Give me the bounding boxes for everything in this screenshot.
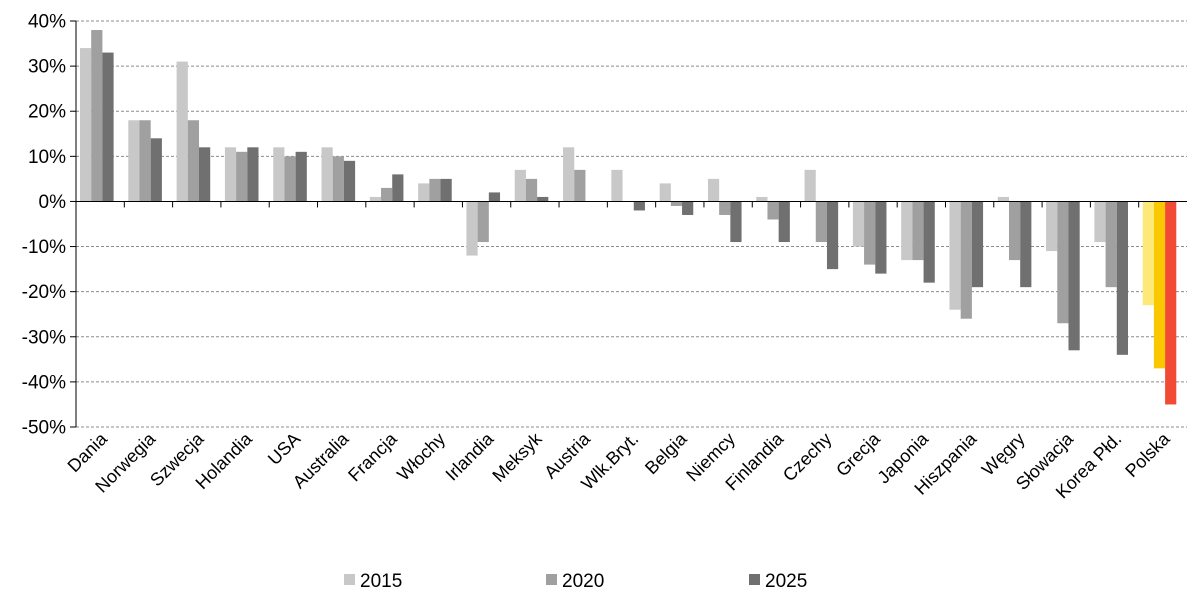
bar-2025 xyxy=(199,147,211,202)
bar-2025 xyxy=(971,201,984,288)
bar-2020 xyxy=(477,201,489,243)
y-tick-label: -50% xyxy=(22,418,66,439)
bar-2020 xyxy=(91,30,103,202)
y-tick-label: -20% xyxy=(22,282,66,303)
bar-2025 xyxy=(923,201,935,283)
legend-label: 2020 xyxy=(562,571,604,589)
y-tick-label: 0% xyxy=(39,192,67,213)
bar-2015 xyxy=(611,169,623,202)
bar-2025 xyxy=(730,201,742,243)
x-category-label: Meksyk xyxy=(488,428,546,486)
bar-2015 xyxy=(466,201,478,256)
x-category-label: Włochy xyxy=(393,429,449,485)
bar-2025 xyxy=(392,174,404,202)
bar-2025 xyxy=(537,196,549,202)
bar-2015 xyxy=(273,147,285,202)
y-tick-label: 40% xyxy=(28,12,66,33)
bar-2020 xyxy=(1008,201,1021,261)
bar-2025 xyxy=(682,201,694,215)
bar-2020 xyxy=(1105,201,1117,288)
bar-2025 xyxy=(633,201,645,211)
y-tick-label: -40% xyxy=(22,372,66,393)
bar-2025 xyxy=(488,192,501,202)
bar-2015 xyxy=(659,183,671,202)
bar-2020 xyxy=(381,187,393,202)
bar-2020 xyxy=(236,151,248,202)
y-tick-label: -30% xyxy=(22,327,66,348)
bar-2020 xyxy=(1057,201,1069,324)
legend-label: 2025 xyxy=(765,571,807,589)
x-category-label: Irlandia xyxy=(442,428,499,485)
legend-swatch xyxy=(749,574,760,585)
bar-2025 xyxy=(1165,201,1177,405)
bar-2015 xyxy=(514,169,526,202)
grid-lines xyxy=(76,20,1187,428)
bar-2015 xyxy=(852,201,865,247)
bar-2015 xyxy=(418,183,430,202)
bar-2025 xyxy=(102,52,114,202)
bar-2020 xyxy=(767,201,779,220)
bar-2015 xyxy=(369,196,382,202)
bar-2020 xyxy=(815,201,827,243)
y-tick-label: -10% xyxy=(22,237,66,258)
bar-2020 xyxy=(284,156,296,202)
legend-swatch xyxy=(546,574,557,585)
x-category-label: Polska xyxy=(1121,428,1174,481)
bar-2015 xyxy=(949,201,961,310)
bar-2020 xyxy=(574,169,586,202)
y-tick-label: 30% xyxy=(28,57,66,78)
bar-2015 xyxy=(707,178,720,202)
bar-2020 xyxy=(670,201,683,206)
bar-2025 xyxy=(1020,201,1032,288)
bar-2020 xyxy=(139,120,151,202)
bar-2015 xyxy=(563,147,575,202)
legend: 2015 2020 2025 xyxy=(344,571,807,589)
y-tick-label: 10% xyxy=(28,147,66,168)
y-axis-ticks: 40% 30% 20% 10% 0% -10% -20% -30% -40% -50% xyxy=(22,12,66,439)
bar-2020 xyxy=(864,201,876,265)
legend-label: 2015 xyxy=(360,571,402,589)
bar-2025 xyxy=(150,138,162,202)
bar-2015 xyxy=(80,48,92,202)
bar-2020 xyxy=(1153,201,1166,369)
bar-2020 xyxy=(187,120,200,202)
bar-2020 xyxy=(960,201,972,319)
bar-2020 xyxy=(429,178,441,202)
bar-2025 xyxy=(778,201,790,243)
bar-2015 xyxy=(321,147,333,202)
x-category-label: Francja xyxy=(344,428,401,485)
x-category-label: Czechy xyxy=(779,429,836,486)
bar-2015 xyxy=(997,196,1009,202)
bars xyxy=(80,30,1177,405)
bar-2025 xyxy=(875,201,887,274)
bar-2025 xyxy=(1116,201,1128,355)
bar-2015 xyxy=(128,120,140,202)
axes xyxy=(70,20,1187,428)
bar-2015 xyxy=(1046,201,1058,252)
bar-2025 xyxy=(295,151,307,202)
bar-2025 xyxy=(826,201,839,270)
bar-2025 xyxy=(440,178,452,202)
bar-2020 xyxy=(525,178,538,202)
bar-2020 xyxy=(719,201,731,215)
y-tick-label: 20% xyxy=(28,102,66,123)
bar-2015 xyxy=(224,147,237,202)
bar-2015 xyxy=(176,61,188,202)
bar-2020 xyxy=(332,156,344,202)
bar-2015 xyxy=(804,169,816,202)
bar-2025 xyxy=(1068,201,1080,351)
bar-2025 xyxy=(247,147,259,202)
x-category-label: USA xyxy=(264,429,304,469)
bar-2025 xyxy=(343,160,356,202)
bar-2015 xyxy=(1142,201,1154,306)
bar-2020 xyxy=(912,201,924,261)
legend-swatch xyxy=(344,574,355,585)
bar-2015 xyxy=(756,196,768,202)
bar-2015 xyxy=(901,201,913,261)
bar-2015 xyxy=(1094,201,1106,243)
